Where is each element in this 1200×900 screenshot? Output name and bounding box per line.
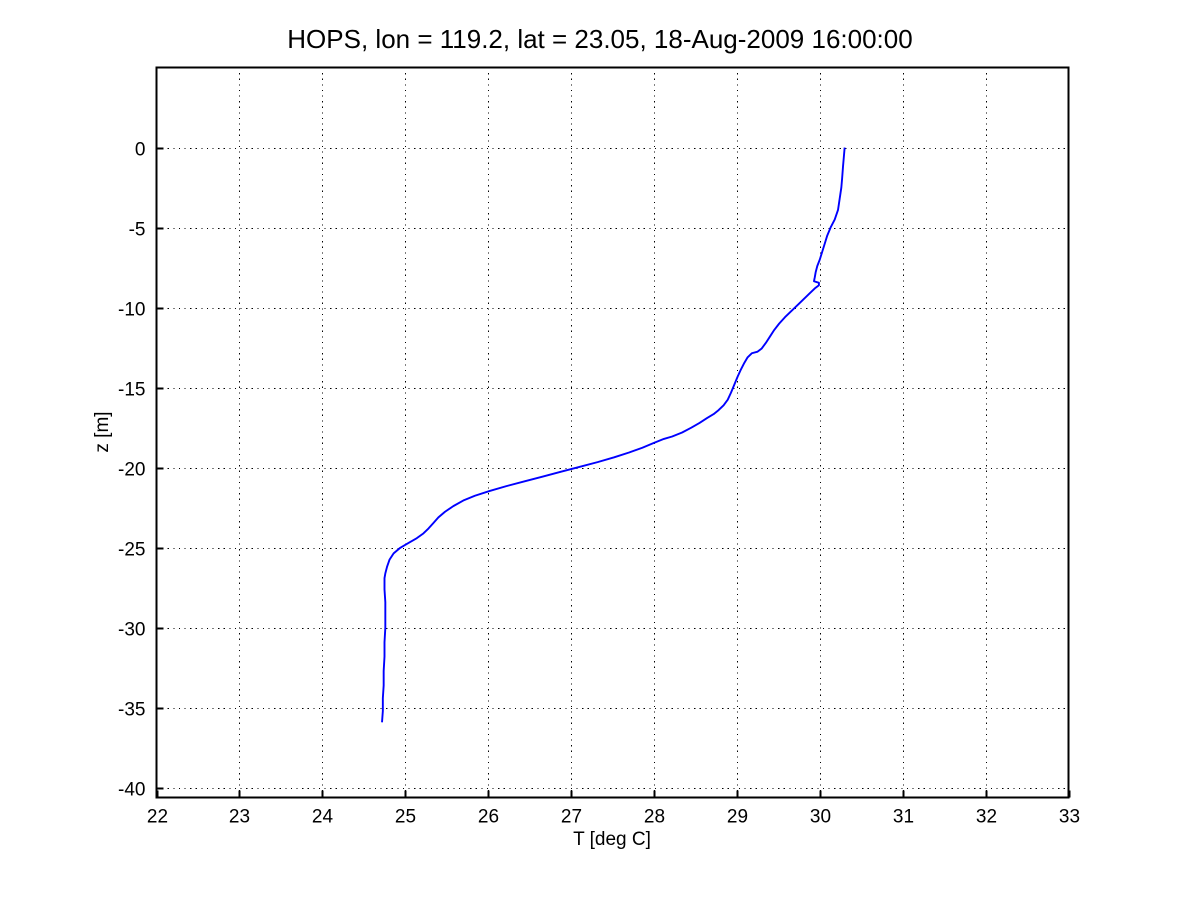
y-tick-label: -35 [118, 700, 145, 721]
x-tick-label: 24 [312, 807, 334, 828]
axes-frame [155, 66, 1070, 799]
x-tick-labels: 22 23 24 25 26 27 28 29 30 31 32 33 [147, 807, 1080, 828]
chart-title: HOPS, lon = 119.2, lat = 23.05, 18-Aug-2… [287, 24, 912, 54]
x-tick-label: 30 [810, 807, 831, 828]
x-tick-label: 26 [478, 807, 499, 828]
y-tick-label: -5 [129, 220, 146, 241]
x-gridlines [238, 67, 988, 798]
x-tick-label: 33 [1059, 807, 1080, 828]
x-tick-label: 22 [147, 807, 168, 828]
y-tickmarks [156, 147, 164, 790]
y-tick-label: 0 [135, 140, 146, 161]
y-tick-labels: 0 -5 -10 -15 -20 -25 -30 -35 -40 [118, 140, 145, 801]
x-tick-label: 29 [727, 807, 748, 828]
x-tick-label: 25 [395, 807, 416, 828]
y-tick-label: -25 [118, 540, 145, 561]
y-tick-label: -15 [118, 380, 145, 401]
x-tick-label: 32 [976, 807, 997, 828]
x-axis-label: T [deg C] [573, 829, 651, 850]
x-tick-label: 31 [893, 807, 914, 828]
data-series-group [381, 147, 846, 723]
data-series-line [381, 147, 846, 723]
y-tick-label: -10 [118, 300, 145, 321]
y-tick-label: -40 [118, 780, 145, 801]
x-tick-label: 28 [644, 807, 665, 828]
x-tick-label: 27 [561, 807, 582, 828]
y-tick-label: -20 [118, 460, 145, 481]
x-tickmarks [156, 790, 1071, 798]
y-axis-label: z [m] [92, 411, 113, 452]
x-tick-label: 23 [229, 807, 250, 828]
y-tick-label: -30 [118, 620, 145, 641]
y-gridlines [156, 147, 1069, 790]
